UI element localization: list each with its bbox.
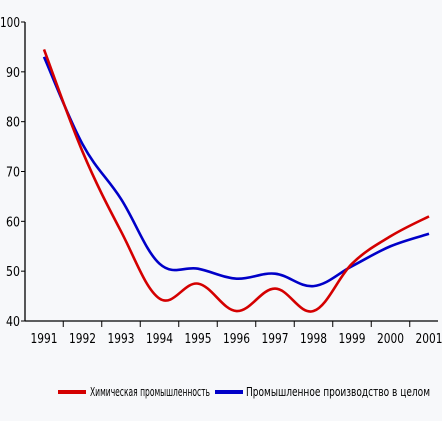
x-tick-label: 1997 — [262, 332, 289, 347]
x-tick-label: 2001 — [416, 332, 442, 347]
y-tick-label: 80 — [6, 116, 20, 131]
y-tick-label: 40 — [6, 315, 20, 330]
y-tick-label: 70 — [6, 166, 20, 181]
x-tick-label: 1994 — [146, 332, 173, 347]
y-tick-label: 90 — [6, 66, 20, 81]
x-tick-label: 1999 — [339, 332, 366, 347]
legend-label: Промышленное производство в целом — [246, 385, 430, 399]
y-tick-label: 50 — [6, 265, 20, 280]
x-tick-label: 2000 — [377, 332, 404, 347]
x-tick-label: 1992 — [69, 332, 96, 347]
series-layer — [42, 48, 430, 313]
x-tick-label: 1995 — [185, 332, 212, 347]
x-tick-label: 1998 — [300, 332, 327, 347]
series-line — [42, 56, 430, 288]
y-tick-label: 100 — [0, 16, 20, 31]
x-tick-label: 1993 — [108, 332, 135, 347]
y-tick-label: 60 — [6, 215, 20, 230]
legend-label: Химическая промышленность — [90, 385, 210, 399]
series-line — [42, 48, 430, 313]
x-tick-label: 1996 — [223, 332, 250, 347]
legend: Химическая промышленность Промышленное пр… — [58, 385, 430, 399]
axes: 40 50 60 70 80 90 100 1991 1992 1993 1994 1995 1996 1… — [0, 16, 442, 347]
x-tick-label: 1991 — [31, 332, 58, 347]
